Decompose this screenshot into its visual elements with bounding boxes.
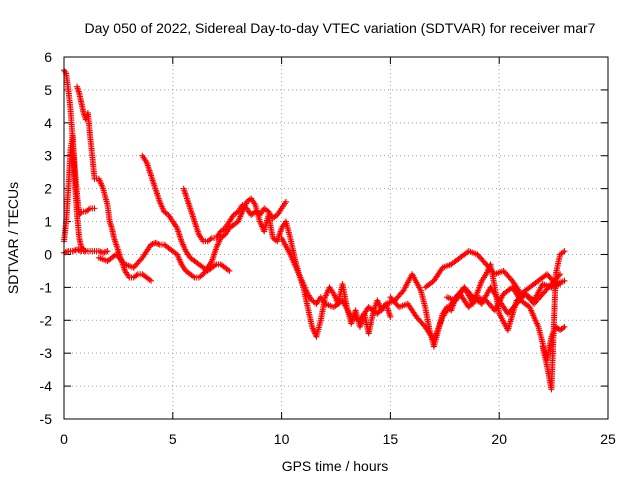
data-point-marker — [104, 248, 111, 255]
series-track-m — [539, 248, 568, 393]
data-point-marker — [561, 248, 568, 255]
y-axis-label: SDTVAR / TECUs — [5, 182, 21, 294]
data-point-marker — [561, 277, 568, 284]
y-tick-label: -5 — [40, 411, 53, 427]
data-point-marker — [561, 323, 568, 330]
x-tick-label: 25 — [600, 431, 616, 447]
y-tick-label: -1 — [40, 279, 53, 295]
y-tick-label: -2 — [40, 312, 53, 328]
y-tick-label: 4 — [44, 115, 52, 131]
data-point-marker — [557, 281, 564, 288]
y-tick-label: 6 — [44, 49, 52, 65]
y-tick-label: 0 — [44, 246, 52, 262]
data-point-marker — [91, 205, 98, 212]
x-tick-label: 15 — [383, 431, 399, 447]
y-tick-label: 3 — [44, 148, 52, 164]
chart-title: Day 050 of 2022, Sidereal Day-to-day VTE… — [85, 20, 596, 36]
series-track-k — [422, 248, 568, 297]
series-track-c — [61, 246, 111, 256]
x-axis-label: GPS time / hours — [282, 458, 389, 474]
x-tick-label: 5 — [169, 431, 177, 447]
y-tick-label: -4 — [40, 378, 53, 394]
data-point-marker — [387, 313, 394, 320]
y-tick-label: 1 — [44, 214, 52, 230]
data-point-marker — [282, 198, 289, 205]
data-point-marker — [399, 289, 406, 296]
x-tick-labels: 0 5 10 15 20 25 — [60, 431, 616, 447]
data-point-marker — [226, 267, 233, 274]
data-point-marker — [138, 256, 145, 263]
plot-frame — [63, 56, 609, 420]
series-track-l — [443, 281, 564, 317]
series-track-e — [95, 218, 242, 281]
y-tick-label: -3 — [40, 345, 53, 361]
x-tick-label: 0 — [60, 431, 68, 447]
x-tick-label: 20 — [491, 431, 507, 447]
series-track-f — [139, 152, 233, 274]
y-tick-labels: -5 -4 -3 -2 -1 0 1 2 3 4 5 6 — [40, 49, 53, 427]
x-tick-label: 10 — [274, 431, 290, 447]
data-layer — [61, 67, 568, 393]
y-tick-label: 2 — [44, 181, 52, 197]
data-point-marker — [148, 277, 155, 284]
y-tick-label: 5 — [44, 82, 52, 98]
